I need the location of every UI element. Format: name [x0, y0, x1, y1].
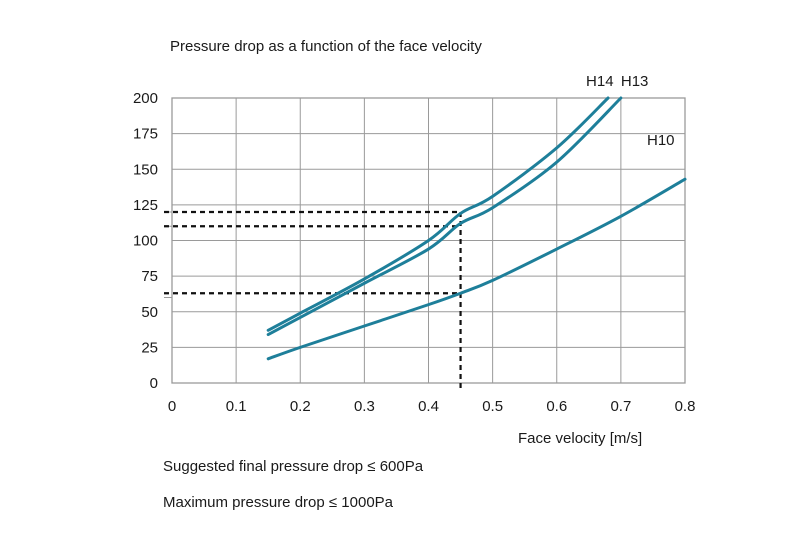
x-tick-label: 0.1	[226, 398, 247, 415]
series-label-h13: H13	[621, 73, 649, 90]
series-curves	[266, 96, 687, 361]
series-line-h10	[266, 177, 687, 361]
y-tick-label: 150	[133, 161, 158, 178]
chart-title: Pressure drop as a function of the face …	[170, 38, 482, 55]
grid	[164, 97, 686, 384]
y-tick-label: 100	[133, 233, 158, 250]
series-line-h13	[266, 96, 623, 337]
x-tick-label: 0.4	[418, 398, 439, 415]
x-tick-label: 0.2	[290, 398, 311, 415]
series-label-h14: H14	[586, 73, 614, 90]
y-tick-label: 175	[133, 126, 158, 143]
tick-labels: 0 0.1 0.2 0.3 0.4 0.5 0.6 0.7 0.8 0 25 50 75 100 125 15…	[133, 90, 695, 415]
suggested-pressure-note: Suggested final pressure drop ≤ 600Pa	[163, 458, 424, 475]
series-label-h10: H10	[647, 132, 675, 149]
y-tick-label: 200	[133, 90, 158, 107]
x-tick-label: 0.3	[354, 398, 375, 415]
x-tick-label: 0.6	[546, 398, 567, 415]
y-tick-label: 50	[141, 304, 158, 321]
x-tick-label: 0.5	[482, 398, 503, 415]
x-tick-label: 0	[168, 398, 176, 415]
y-tick-label: 75	[141, 268, 158, 285]
reference-lines	[164, 210, 462, 391]
x-tick-label: 0.7	[610, 398, 631, 415]
x-tick-label: 0.8	[675, 398, 696, 415]
y-tick-label: 25	[141, 339, 158, 356]
y-tick-label: 125	[133, 197, 158, 214]
maximum-pressure-note: Maximum pressure drop ≤ 1000Pa	[163, 494, 394, 511]
y-tick-label: 0	[150, 375, 158, 392]
series-line-h14	[266, 96, 610, 332]
series-labels: H14 H13 H10	[586, 73, 674, 149]
x-axis-label: Face velocity [m/s]	[518, 430, 642, 447]
